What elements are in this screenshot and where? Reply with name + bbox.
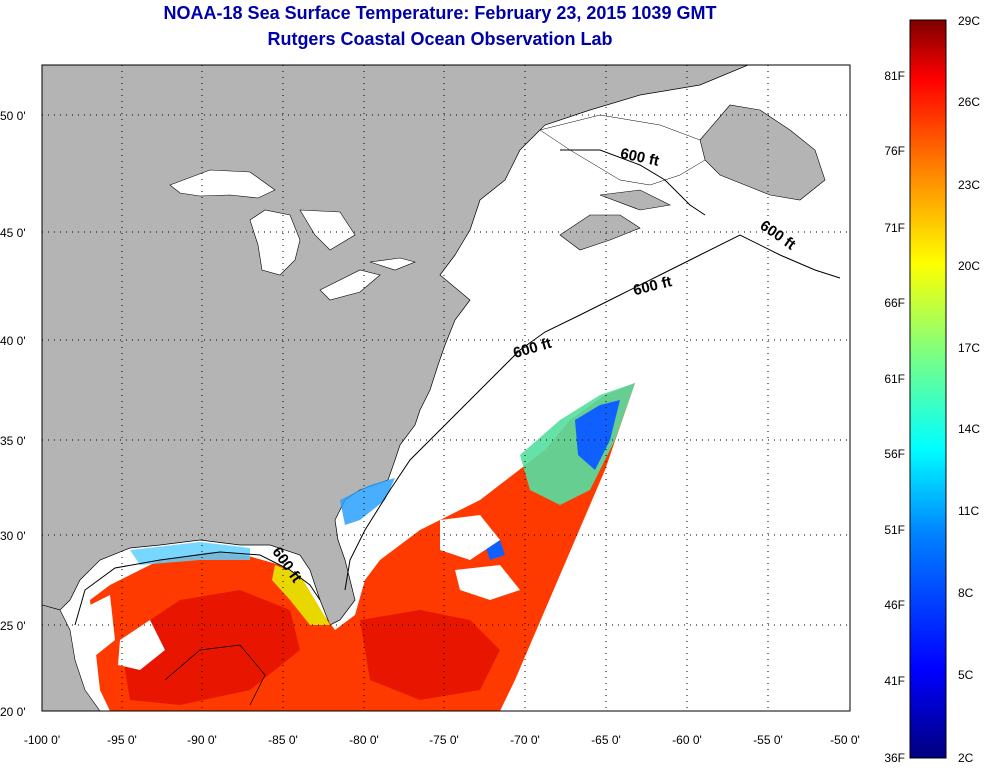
cloud-gaps [80,515,520,670]
colorbar-f-label: 36F [884,751,905,765]
colorbar-f-label: 46F [884,598,905,612]
great-lakes [169,169,416,301]
colorbar-c-label: 11C [958,504,979,518]
lon-tick-label: -100 0' [24,733,60,747]
st-lawrence-water [539,114,706,186]
lon-tick-label: -60 0' [672,733,702,747]
colorbar-f-label: 56F [884,447,905,461]
land-mexico [42,604,101,711]
colorbar-c-label: 29C [958,14,980,28]
colorbar-f-label: 76F [884,144,905,158]
colorbar-f-label: 51F [884,523,905,537]
colorbar-f-label: 66F [884,296,905,310]
colorbar [909,19,947,759]
lon-tick-label: -75 0' [429,733,459,747]
land-maritimes [559,189,671,251]
colorbar-c-label: 20C [958,259,980,273]
sst-florida-shelf [272,565,330,625]
map-subtitle: Rutgers Coastal Ocean Observation Lab [267,29,613,49]
lon-tick-label: -70 0' [510,733,540,747]
colorbar-c-label: 26C [958,95,980,109]
colorbar-c-label: 23C [958,178,980,192]
lat-tick-label: 35 0' [0,434,26,448]
colorbar-f-label: 71F [884,221,905,235]
lat-tick-label: 20 0' [0,705,26,719]
map-title: NOAA-18 Sea Surface Temperature: Februar… [163,3,717,23]
lon-tick-label: -50 0' [830,733,860,747]
lon-tick-label: -55 0' [753,733,783,747]
600ft-contour [74,149,841,626]
sst-gulf-coast-band [130,542,250,565]
lat-tick-label: 30 0' [0,529,26,543]
colorbar-f-label: 61F [884,372,905,386]
lon-tick-label: -85 0' [268,733,298,747]
map-border [41,64,851,712]
lat-tick-label: 40 0' [0,334,26,348]
colorbar-c-label: 17C [958,341,980,355]
colorbar-c-label: 8C [958,586,974,600]
sst-warm-core [120,590,500,705]
lat-tick-label: 25 0' [0,619,26,633]
colorbar-f-label: 41F [884,674,905,688]
lon-tick-label: -90 0' [187,733,217,747]
colorbar-f-label: 81F [884,69,905,83]
lon-tick-label: -80 0' [349,733,379,747]
colorbar-c-label: 14C [958,422,980,436]
gulf-deep-contour [164,644,266,706]
lat-tick-label: 45 0' [0,226,26,240]
land-newfoundland [699,104,826,201]
lon-tick-label: -95 0' [107,733,137,747]
colorbar-c-label: 2C [958,751,974,765]
sst-coastal-band [340,478,395,525]
lat-tick-label: 50 0' [0,109,26,123]
colorbar-c-label: 5C [958,668,974,682]
lon-tick-label: -65 0' [591,733,621,747]
sst-blue-patch [485,400,620,560]
